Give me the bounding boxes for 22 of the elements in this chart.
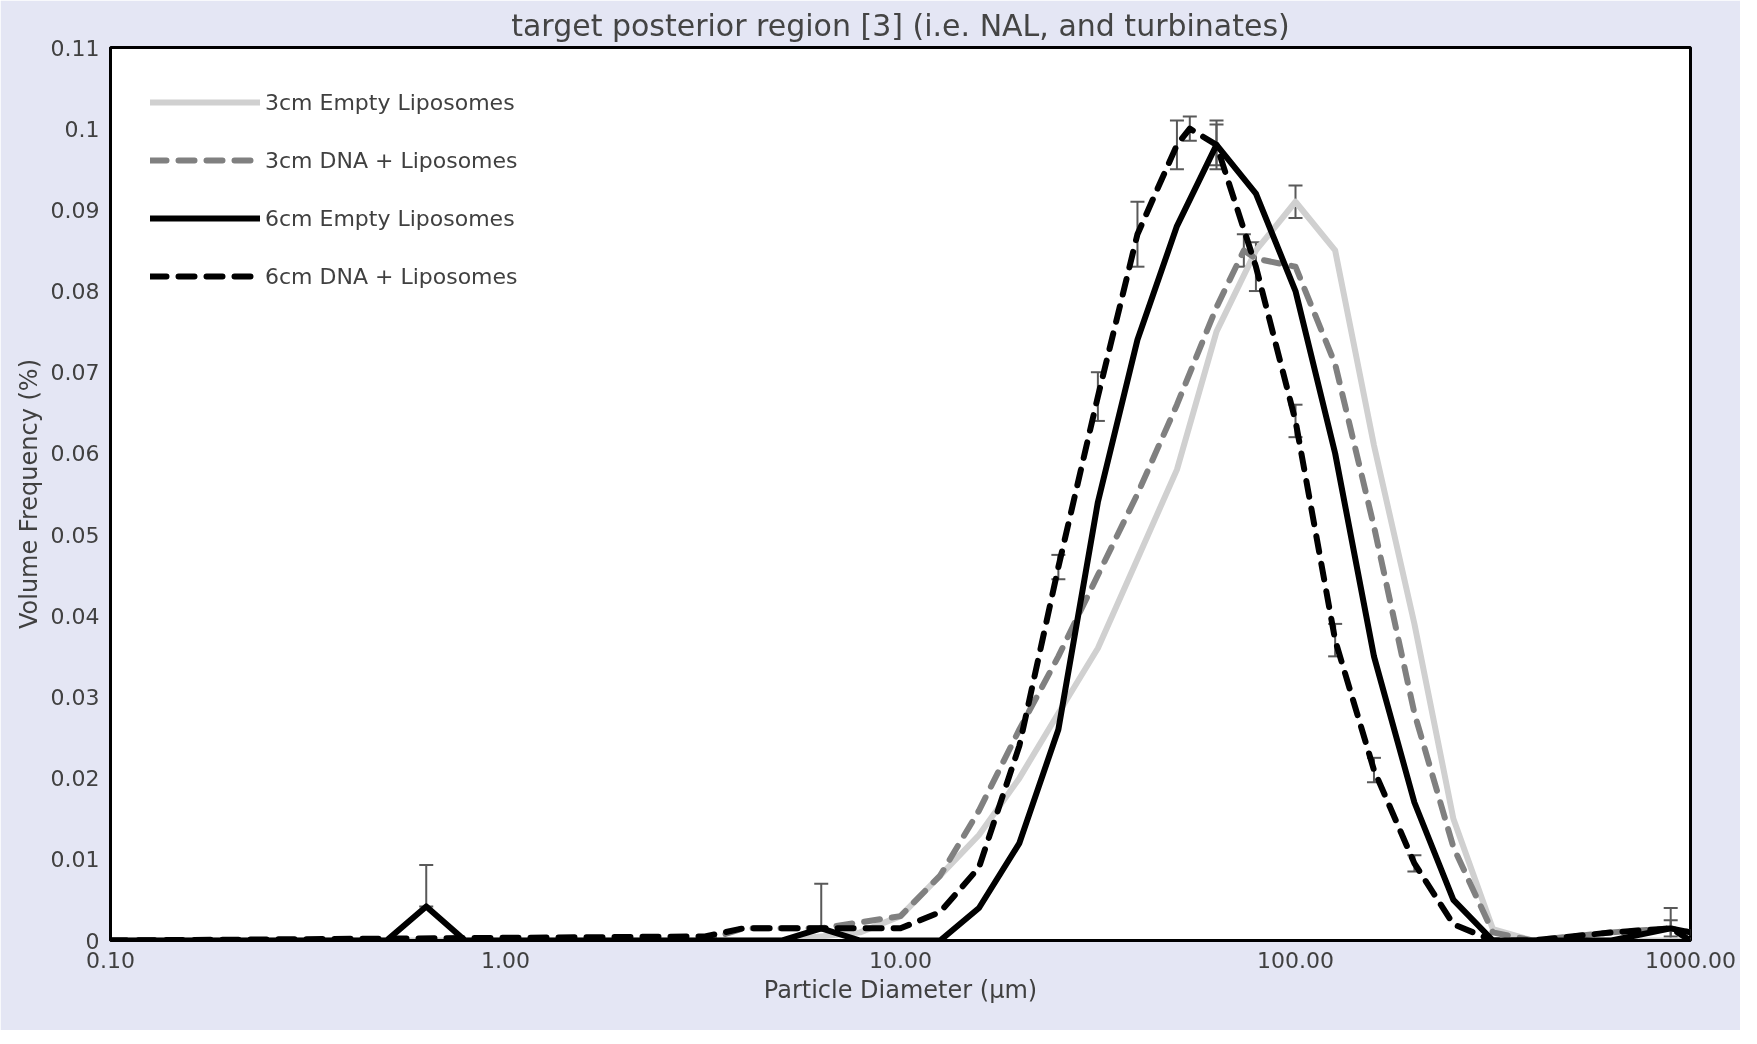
y-tick-label: 0.01 [50, 847, 100, 873]
x-tick-label: 100.00 [1257, 947, 1334, 973]
y-tick-label: 0.11 [50, 35, 100, 61]
x-tick-label: 10.00 [869, 947, 932, 973]
legend-label: 3cm Empty Liposomes [265, 89, 515, 115]
y-tick-label: 0.05 [50, 522, 100, 548]
y-tick-label: 0.04 [50, 603, 100, 629]
y-tick-label: 0.06 [50, 441, 100, 467]
y-tick-label: 0.1 [64, 116, 100, 142]
y-tick-label: 0.02 [50, 766, 100, 792]
legend-label: 3cm DNA + Liposomes [265, 147, 518, 173]
y-tick-label: 0.03 [50, 684, 100, 710]
y-tick-label: 0.07 [50, 360, 100, 386]
y-axis-title: Volume Frequency (%) [14, 358, 43, 630]
x-tick-label: 1000.00 [1645, 947, 1736, 973]
x-axis-title: Particle Diameter (µm) [763, 975, 1038, 1004]
y-tick-label: 0.09 [50, 197, 100, 223]
chart-title: target posterior region [3] (i.e. NAL, and turbinates) [511, 7, 1290, 43]
x-tick-label: 1.00 [481, 947, 530, 973]
y-tick-label: 0.08 [50, 279, 100, 305]
legend-label: 6cm Empty Liposomes [265, 205, 515, 231]
legend-label: 6cm DNA + Liposomes [265, 263, 518, 289]
